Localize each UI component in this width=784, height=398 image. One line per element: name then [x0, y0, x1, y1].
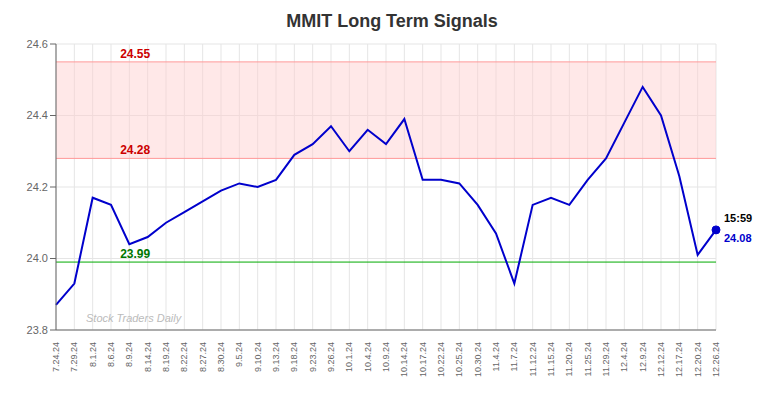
- svg-text:10.1.24: 10.1.24: [344, 342, 354, 372]
- svg-text:8.27.24: 8.27.24: [198, 342, 208, 372]
- svg-text:10.4.24: 10.4.24: [363, 342, 373, 372]
- svg-text:11.15.24: 11.15.24: [546, 342, 556, 376]
- svg-text:8.1.24: 8.1.24: [88, 342, 98, 367]
- svg-text:9.5.24: 9.5.24: [234, 342, 244, 367]
- svg-text:8.9.24: 8.9.24: [124, 342, 134, 367]
- svg-text:8.14.24: 8.14.24: [143, 342, 153, 372]
- svg-text:24.4: 24.4: [27, 109, 48, 121]
- svg-text:24.6: 24.6: [27, 38, 48, 50]
- svg-text:24.55: 24.55: [120, 47, 150, 61]
- svg-text:8.22.24: 8.22.24: [179, 342, 189, 372]
- svg-text:15:59: 15:59: [724, 212, 752, 224]
- svg-text:9.13.24: 9.13.24: [271, 342, 281, 372]
- svg-text:10.17.24: 10.17.24: [418, 342, 428, 377]
- svg-text:12.20.24: 12.20.24: [693, 342, 703, 377]
- svg-text:10.30.24: 10.30.24: [473, 342, 483, 377]
- svg-text:9.23.24: 9.23.24: [308, 342, 318, 372]
- svg-text:10.14.24: 10.14.24: [399, 342, 409, 377]
- svg-text:12.4.24: 12.4.24: [619, 342, 629, 372]
- svg-text:10.9.24: 10.9.24: [381, 342, 391, 372]
- svg-text:8.19.24: 8.19.24: [161, 342, 171, 372]
- svg-text:9.10.24: 9.10.24: [253, 342, 263, 372]
- svg-text:7.29.24: 7.29.24: [69, 342, 79, 372]
- svg-text:23.8: 23.8: [27, 324, 48, 336]
- svg-text:10.22.24: 10.22.24: [436, 342, 446, 377]
- svg-text:12.12.24: 12.12.24: [656, 342, 666, 377]
- html-text:MMIT Long Term Signals: MMIT Long Term Signals: [286, 11, 498, 31]
- svg-text:8.30.24: 8.30.24: [216, 342, 226, 372]
- svg-text:11.29.24: 11.29.24: [601, 342, 611, 376]
- svg-text:11.4.24: 11.4.24: [491, 342, 501, 371]
- svg-text:24.28: 24.28: [120, 143, 150, 157]
- svg-text:9.18.24: 9.18.24: [289, 342, 299, 372]
- svg-text:24.2: 24.2: [27, 181, 48, 193]
- svg-text:10.25.24: 10.25.24: [454, 342, 464, 377]
- svg-text:12.17.24: 12.17.24: [674, 342, 684, 377]
- svg-text:11.25.24: 11.25.24: [583, 342, 593, 376]
- svg-text:7.24.24: 7.24.24: [51, 342, 61, 372]
- svg-text:11.20.24: 11.20.24: [564, 342, 574, 376]
- svg-text:9.26.24: 9.26.24: [326, 342, 336, 372]
- svg-text:23.99: 23.99: [120, 247, 150, 261]
- svg-text:24.08: 24.08: [724, 232, 752, 244]
- svg-text:24.0: 24.0: [27, 252, 48, 264]
- svg-text:12.9.24: 12.9.24: [638, 342, 648, 372]
- html-text:Stock Traders Daily: Stock Traders Daily: [86, 312, 182, 324]
- svg-text:11.7.24: 11.7.24: [509, 342, 519, 371]
- svg-text:11.12.24: 11.12.24: [528, 342, 538, 376]
- svg-text:12.26.24: 12.26.24: [711, 342, 721, 377]
- svg-text:8.6.24: 8.6.24: [106, 342, 116, 367]
